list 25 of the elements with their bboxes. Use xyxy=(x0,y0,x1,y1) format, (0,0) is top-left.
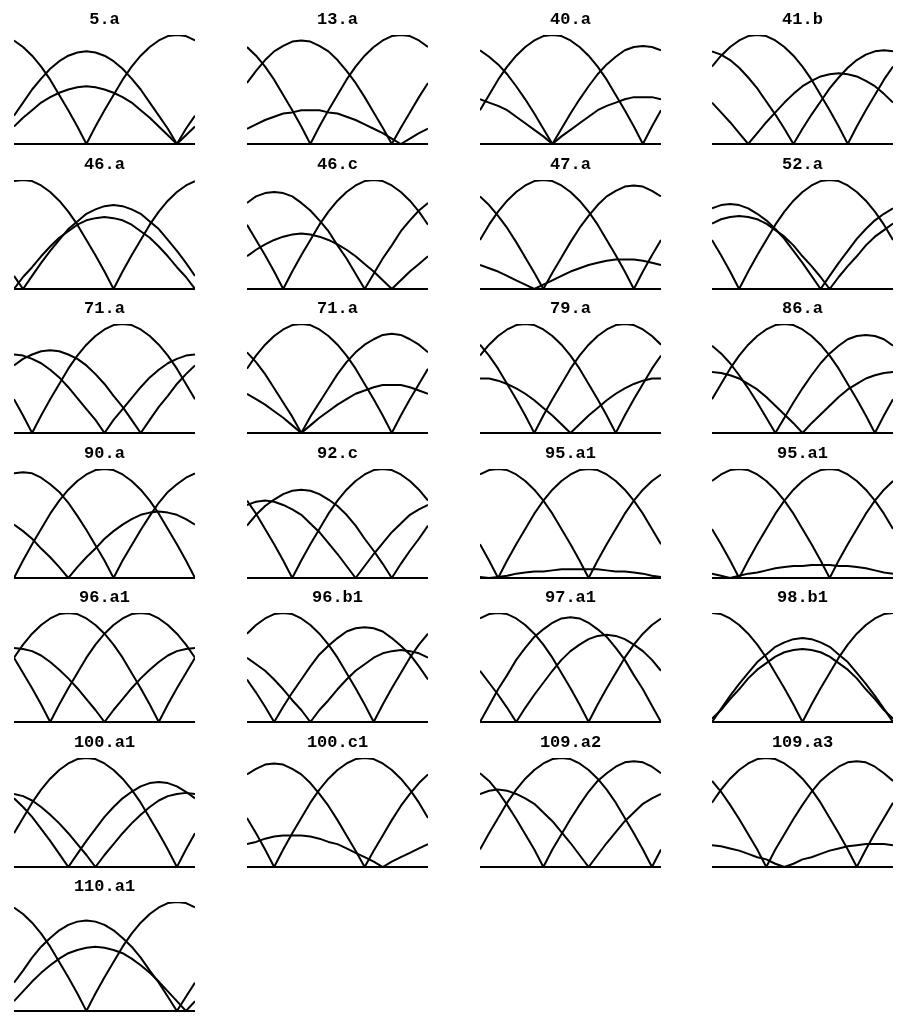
chart-title: 41.b xyxy=(781,9,824,31)
chart-title: 95.a1 xyxy=(776,442,829,465)
chart-title: 71.a xyxy=(316,298,359,320)
chart-title: 109.a3 xyxy=(770,731,835,754)
chart-title: 79.a xyxy=(549,298,592,320)
chart-title: 52.a xyxy=(781,153,824,176)
chart-title: 92.c xyxy=(316,442,359,465)
chart-title: 86.a xyxy=(781,298,824,320)
chart-title: 5.a xyxy=(88,9,121,31)
chart-title: 71.a xyxy=(83,298,126,320)
chart-title: 95.a1 xyxy=(544,442,597,465)
chart-title: 46.c xyxy=(316,153,359,176)
chart-title: 98.b1 xyxy=(776,587,829,609)
chart-title: 40.a xyxy=(549,9,592,31)
chart-title: 109.a2 xyxy=(538,731,603,754)
chart-title: 110.a1 xyxy=(72,876,137,898)
chart-title: 13.a xyxy=(316,9,359,31)
chart-title: 46.a xyxy=(83,153,126,176)
chart-title: 47.a xyxy=(549,153,592,176)
chart-title: 96.a1 xyxy=(78,587,131,609)
chart-title: 100.a1 xyxy=(72,731,137,754)
chart-title: 96.b1 xyxy=(311,587,364,609)
chart-title: 100.c1 xyxy=(305,731,370,754)
chart-title: 90.a xyxy=(83,442,126,465)
chart-title: 97.a1 xyxy=(544,587,597,609)
